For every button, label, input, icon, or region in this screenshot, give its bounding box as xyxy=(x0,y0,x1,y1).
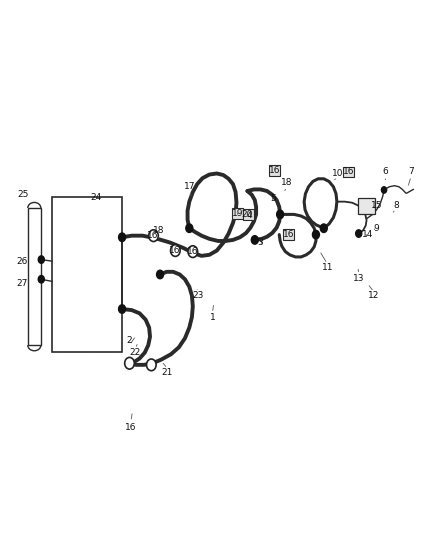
Bar xyxy=(358,198,375,214)
Text: 16: 16 xyxy=(125,423,137,432)
Circle shape xyxy=(156,270,163,279)
Text: 12: 12 xyxy=(368,291,380,300)
Text: 16: 16 xyxy=(169,246,180,255)
Text: 13: 13 xyxy=(353,273,364,282)
Bar xyxy=(269,165,280,176)
Text: 16: 16 xyxy=(187,247,198,256)
Text: 20: 20 xyxy=(242,210,253,219)
Circle shape xyxy=(170,245,180,256)
Text: 15: 15 xyxy=(371,201,383,210)
Bar xyxy=(232,208,243,219)
Circle shape xyxy=(188,246,198,257)
Text: 7: 7 xyxy=(408,167,414,176)
Circle shape xyxy=(38,256,44,263)
Circle shape xyxy=(149,230,158,241)
Text: 21: 21 xyxy=(162,368,173,377)
Text: 25: 25 xyxy=(18,190,29,199)
Text: 18: 18 xyxy=(281,178,293,187)
Text: 26: 26 xyxy=(17,257,28,265)
Circle shape xyxy=(119,233,126,241)
Circle shape xyxy=(356,230,362,237)
Text: 16: 16 xyxy=(283,230,295,239)
Circle shape xyxy=(312,230,319,239)
Text: 23: 23 xyxy=(192,291,204,300)
Text: 14: 14 xyxy=(362,230,373,239)
Text: 16: 16 xyxy=(268,166,280,175)
Text: 6: 6 xyxy=(382,167,388,176)
Circle shape xyxy=(251,236,258,244)
Text: 11: 11 xyxy=(321,263,333,272)
Circle shape xyxy=(277,210,284,219)
Circle shape xyxy=(38,276,44,283)
Bar xyxy=(343,166,354,177)
Text: 17: 17 xyxy=(184,182,195,191)
Bar xyxy=(283,229,294,240)
Text: 19: 19 xyxy=(232,209,244,218)
Text: 18: 18 xyxy=(153,227,165,236)
Text: 8: 8 xyxy=(393,201,399,210)
Text: 1: 1 xyxy=(209,312,215,321)
Text: 4: 4 xyxy=(247,212,252,221)
Bar xyxy=(28,208,41,345)
Text: 27: 27 xyxy=(17,279,28,288)
Text: 24: 24 xyxy=(90,193,102,202)
Text: 16: 16 xyxy=(147,231,159,240)
Text: 3: 3 xyxy=(258,238,263,247)
Text: 2: 2 xyxy=(127,336,132,345)
Bar xyxy=(243,209,254,220)
Circle shape xyxy=(320,224,327,232)
Circle shape xyxy=(125,358,134,369)
Text: 5: 5 xyxy=(271,194,276,203)
Text: 9: 9 xyxy=(373,224,379,233)
Text: 22: 22 xyxy=(130,348,141,357)
Circle shape xyxy=(119,305,126,313)
Circle shape xyxy=(186,224,193,232)
Text: 10: 10 xyxy=(332,169,343,178)
Circle shape xyxy=(147,359,156,370)
Text: 16: 16 xyxy=(343,167,354,176)
Circle shape xyxy=(381,187,387,193)
Bar xyxy=(52,197,122,352)
